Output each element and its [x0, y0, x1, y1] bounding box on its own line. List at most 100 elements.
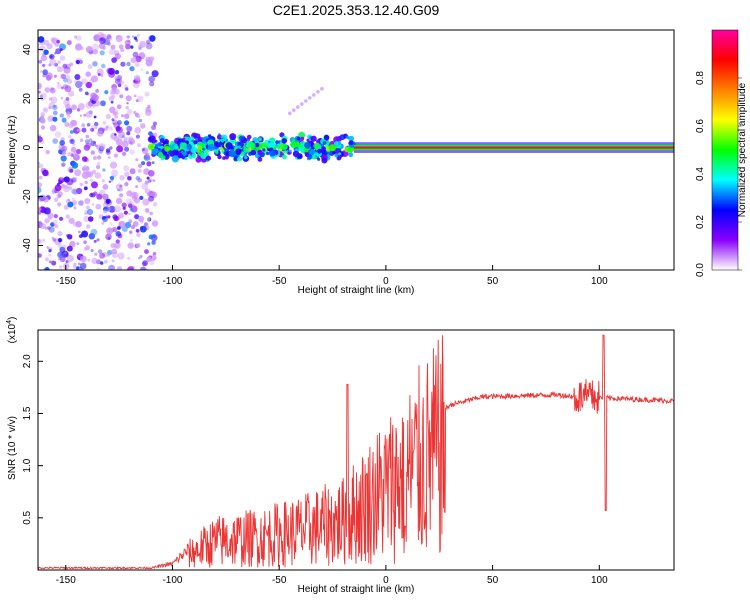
- spectrogram-noise-point: [102, 168, 106, 172]
- spectrogram-noise-point: [74, 74, 81, 80]
- spectrogram-noise-point: [114, 133, 117, 136]
- spectrogram-noise-point: [149, 211, 153, 216]
- spectrogram-noise-point: [145, 56, 152, 63]
- spectrogram-noise-point: [44, 257, 50, 262]
- spectrogram-noise-point: [119, 193, 124, 198]
- spectrogram-noise-point: [38, 211, 42, 215]
- snr-y-multiplier: (x104): [6, 317, 18, 344]
- spectrogram-noise-point: [108, 180, 112, 183]
- spectrogram-onset-point: [215, 140, 223, 148]
- spectrogram-onset-point: [313, 142, 320, 149]
- spectrogram-noise-point: [76, 43, 82, 49]
- spectrogram-noise-point: [134, 62, 140, 67]
- spectrogram-noise-point: [67, 254, 74, 262]
- spectrogram-x-ticks: -150 -100 -50 0 50 100: [56, 265, 608, 287]
- spectrogram-onset-point: [190, 146, 198, 154]
- figure-title: C2E1.2025.353.12.40.G09: [273, 2, 440, 18]
- spectrogram-noise-point: [80, 255, 87, 263]
- spectrogram-noise-point: [115, 183, 123, 191]
- spectrogram-noise-point: [61, 145, 68, 152]
- spectrogram-noise-point: [74, 169, 82, 177]
- spectrogram-noise-point: [42, 63, 46, 67]
- spectrogram-noise-point: [151, 240, 156, 245]
- spectrogram-noise-point: [47, 226, 51, 230]
- spectrogram-noise-point: [88, 138, 93, 142]
- spectrogram-noise-point: [141, 148, 145, 152]
- spectrogram-noise-point: [48, 97, 53, 101]
- spectrogram-noise-point: [65, 214, 71, 219]
- spectrogram-noise-point: [66, 111, 71, 116]
- spectrogram-x-tick-label: 0: [383, 276, 389, 287]
- spectrogram-noise-point: [117, 233, 123, 239]
- spectrogram-onset-point: [157, 151, 164, 158]
- spectrogram-arc-point: [316, 90, 320, 94]
- spectrogram-noise-point: [77, 103, 85, 110]
- spectrogram-noise-point: [83, 215, 90, 223]
- spectrogram-noise-point: [99, 189, 106, 196]
- spectrogram-noise-point: [60, 176, 63, 180]
- spectrogram-noise-point: [142, 198, 150, 206]
- spectrogram-noise-point: [139, 255, 143, 258]
- spectrogram-noise-point: [102, 193, 109, 201]
- spectrogram-noise-point: [122, 206, 126, 210]
- spectrogram-onset-point: [258, 137, 262, 142]
- spectrogram-noise-point: [72, 197, 75, 201]
- spectrogram-noise-point: [144, 180, 149, 185]
- spectrogram-onset-point: [246, 134, 252, 140]
- spectrogram-noise-point: [38, 136, 43, 143]
- spectrogram-onset-point: [217, 139, 221, 143]
- spectrogram-onset-point: [340, 135, 344, 139]
- spectrogram-noise-point: [135, 185, 139, 189]
- spectrogram-noise-point: [121, 202, 127, 208]
- spectrogram-y-tick-label: -20: [22, 189, 33, 204]
- spectrogram-noise-point: [142, 260, 149, 266]
- spectrogram-noise-point: [42, 169, 49, 177]
- spectrogram-noise-point: [106, 34, 112, 39]
- spectrogram-noise-point: [42, 238, 46, 242]
- spectrogram-noise-point: [76, 242, 80, 246]
- spectrogram-noise-point: [139, 225, 147, 233]
- spectrogram-noise-point: [83, 247, 88, 251]
- spectrogram-noise-point: [108, 48, 116, 56]
- colorbar-tick-label: 0.2: [695, 215, 706, 229]
- spectrogram-noise-point: [147, 242, 151, 246]
- spectrogram-noise-point: [93, 115, 97, 119]
- spectrogram-noise-point: [141, 161, 146, 166]
- spectrogram-noise-point: [89, 192, 94, 198]
- spectrogram-noise-point: [75, 59, 80, 65]
- spectrogram-noise-point: [115, 34, 123, 43]
- spectrogram-panel: -150 -100 -50 0 50 100 -40 -20 0 20 40 Height of …: [7, 29, 675, 296]
- spectrogram-noise-point: [63, 66, 71, 74]
- spectrogram-noise-point: [75, 81, 83, 88]
- spectrogram-onset-point: [317, 148, 322, 154]
- spectrogram-onset-point: [270, 142, 276, 148]
- spectrogram-noise-point: [111, 226, 118, 233]
- spectrogram-noise-point: [132, 221, 139, 227]
- spectrogram-onset-point: [160, 157, 164, 161]
- spectrogram-noise-point: [67, 78, 73, 84]
- spectrogram-noise-point: [101, 221, 105, 225]
- spectrogram-noise-point: [57, 60, 61, 64]
- spectrogram-noise-point: [109, 175, 115, 181]
- spectrogram-noise-point: [86, 208, 94, 216]
- spectrogram-noise-point: [68, 123, 74, 129]
- spectrogram-noise-point: [134, 214, 140, 220]
- spectrogram-onset-point: [238, 145, 241, 149]
- spectrogram-noise-point: [126, 61, 131, 67]
- spectrogram-noise-point: [138, 52, 146, 60]
- spectrogram-noise-point: [111, 57, 117, 63]
- colorbar-ticks: 0.0 0.2 0.4 0.6 0.8: [695, 71, 742, 277]
- spectrogram-noise-point: [136, 243, 141, 248]
- spectrogram-onset-point: [186, 144, 192, 150]
- spectrogram-noise-point: [94, 172, 102, 179]
- snr-y-tick-label: 1.0: [22, 458, 33, 472]
- spectrogram-noise-point: [106, 35, 113, 41]
- spectrogram-noise-point: [128, 212, 131, 216]
- spectrogram-noise-point: [99, 252, 106, 259]
- spectrogram-noise-point: [100, 150, 103, 154]
- spectrogram-frame: [37, 29, 675, 271]
- spectrogram-noise-point: [152, 202, 158, 207]
- spectrogram-noise-point: [57, 82, 60, 85]
- spectrogram-noise-point: [126, 125, 133, 132]
- spectrogram-onset-point: [262, 148, 266, 152]
